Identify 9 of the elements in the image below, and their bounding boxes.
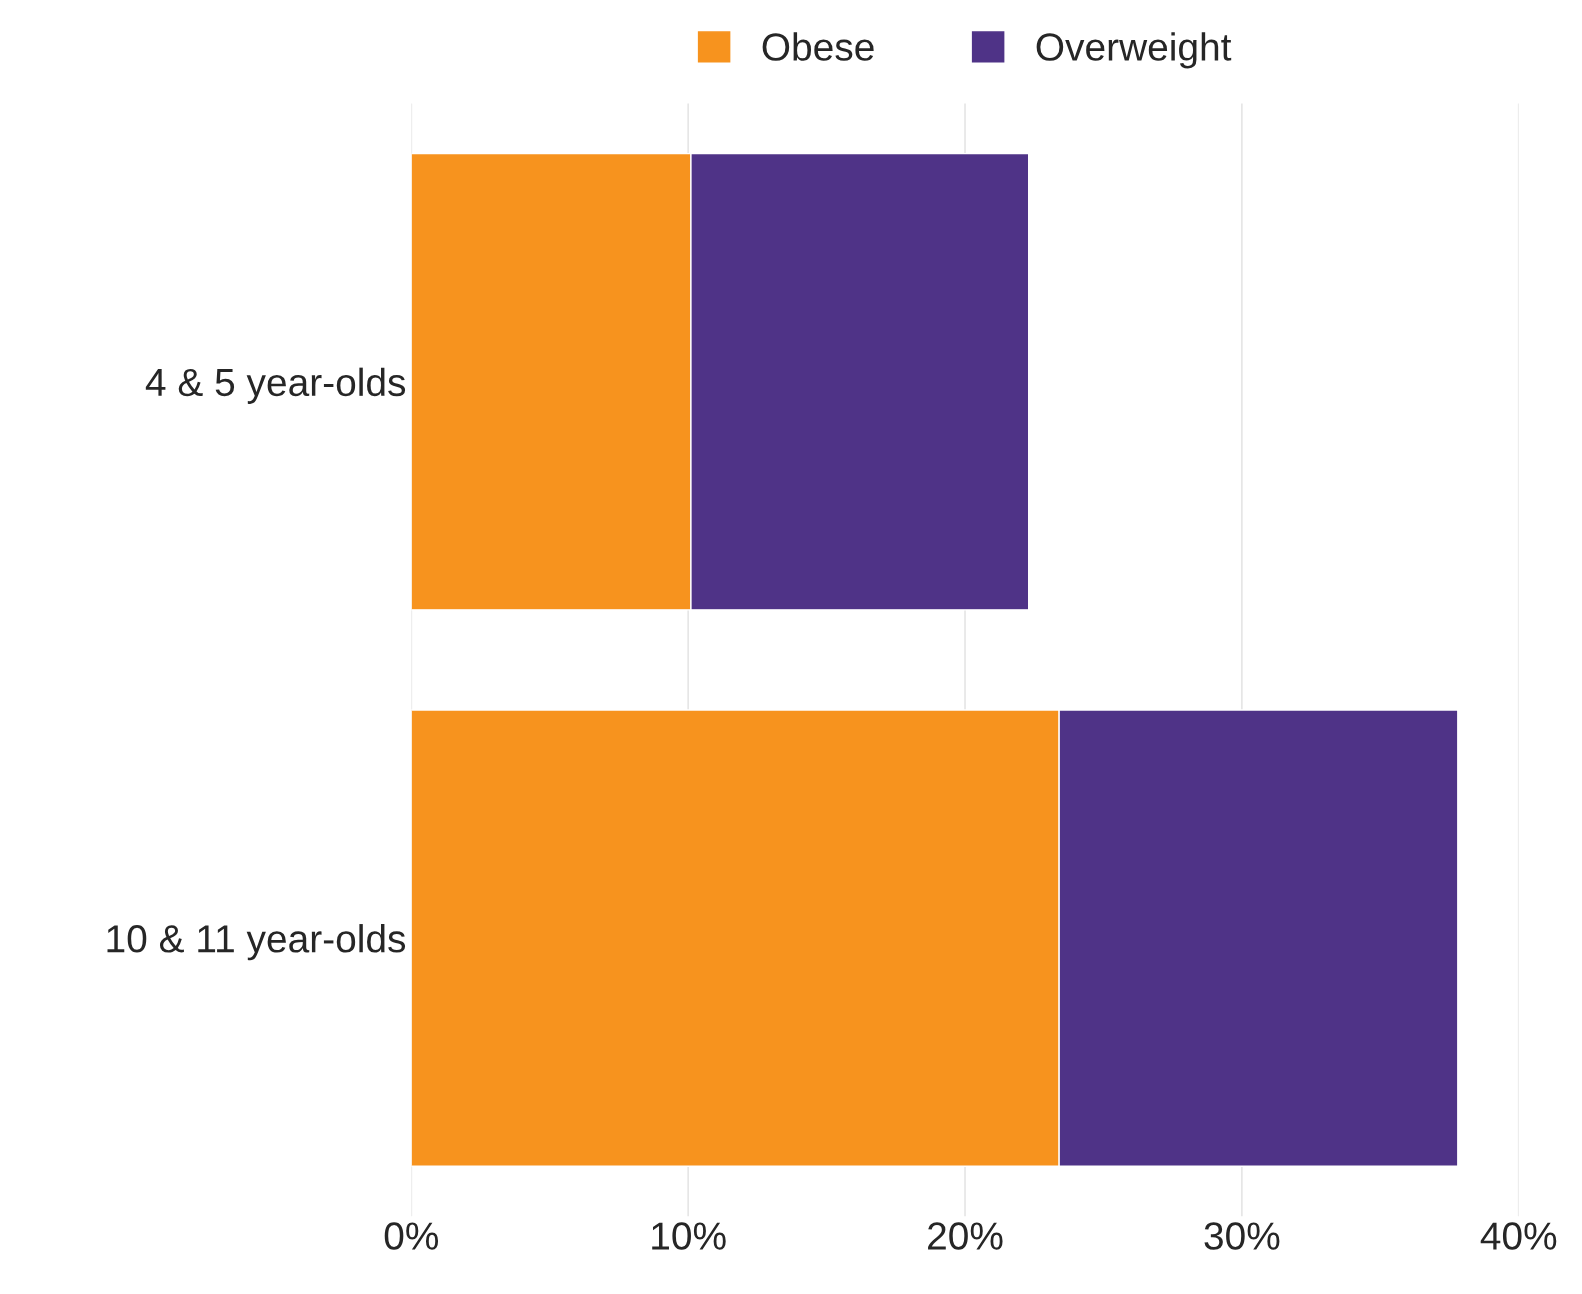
x-tick-label: 40%	[1480, 1222, 1557, 1250]
x-tick-label: 0%	[384, 1222, 439, 1250]
y-tick-label: 10 & 11 year-olds	[107, 924, 406, 961]
y-tick-label: 4 & 5 year-olds	[145, 367, 406, 404]
legend-label: Obese	[762, 32, 874, 61]
x-tick-label: 30%	[1204, 1222, 1280, 1250]
x-tick-label: 20%	[928, 1222, 1003, 1250]
legend-label: Overweight	[1036, 32, 1232, 69]
x-tick-label: 10%	[652, 1222, 726, 1250]
